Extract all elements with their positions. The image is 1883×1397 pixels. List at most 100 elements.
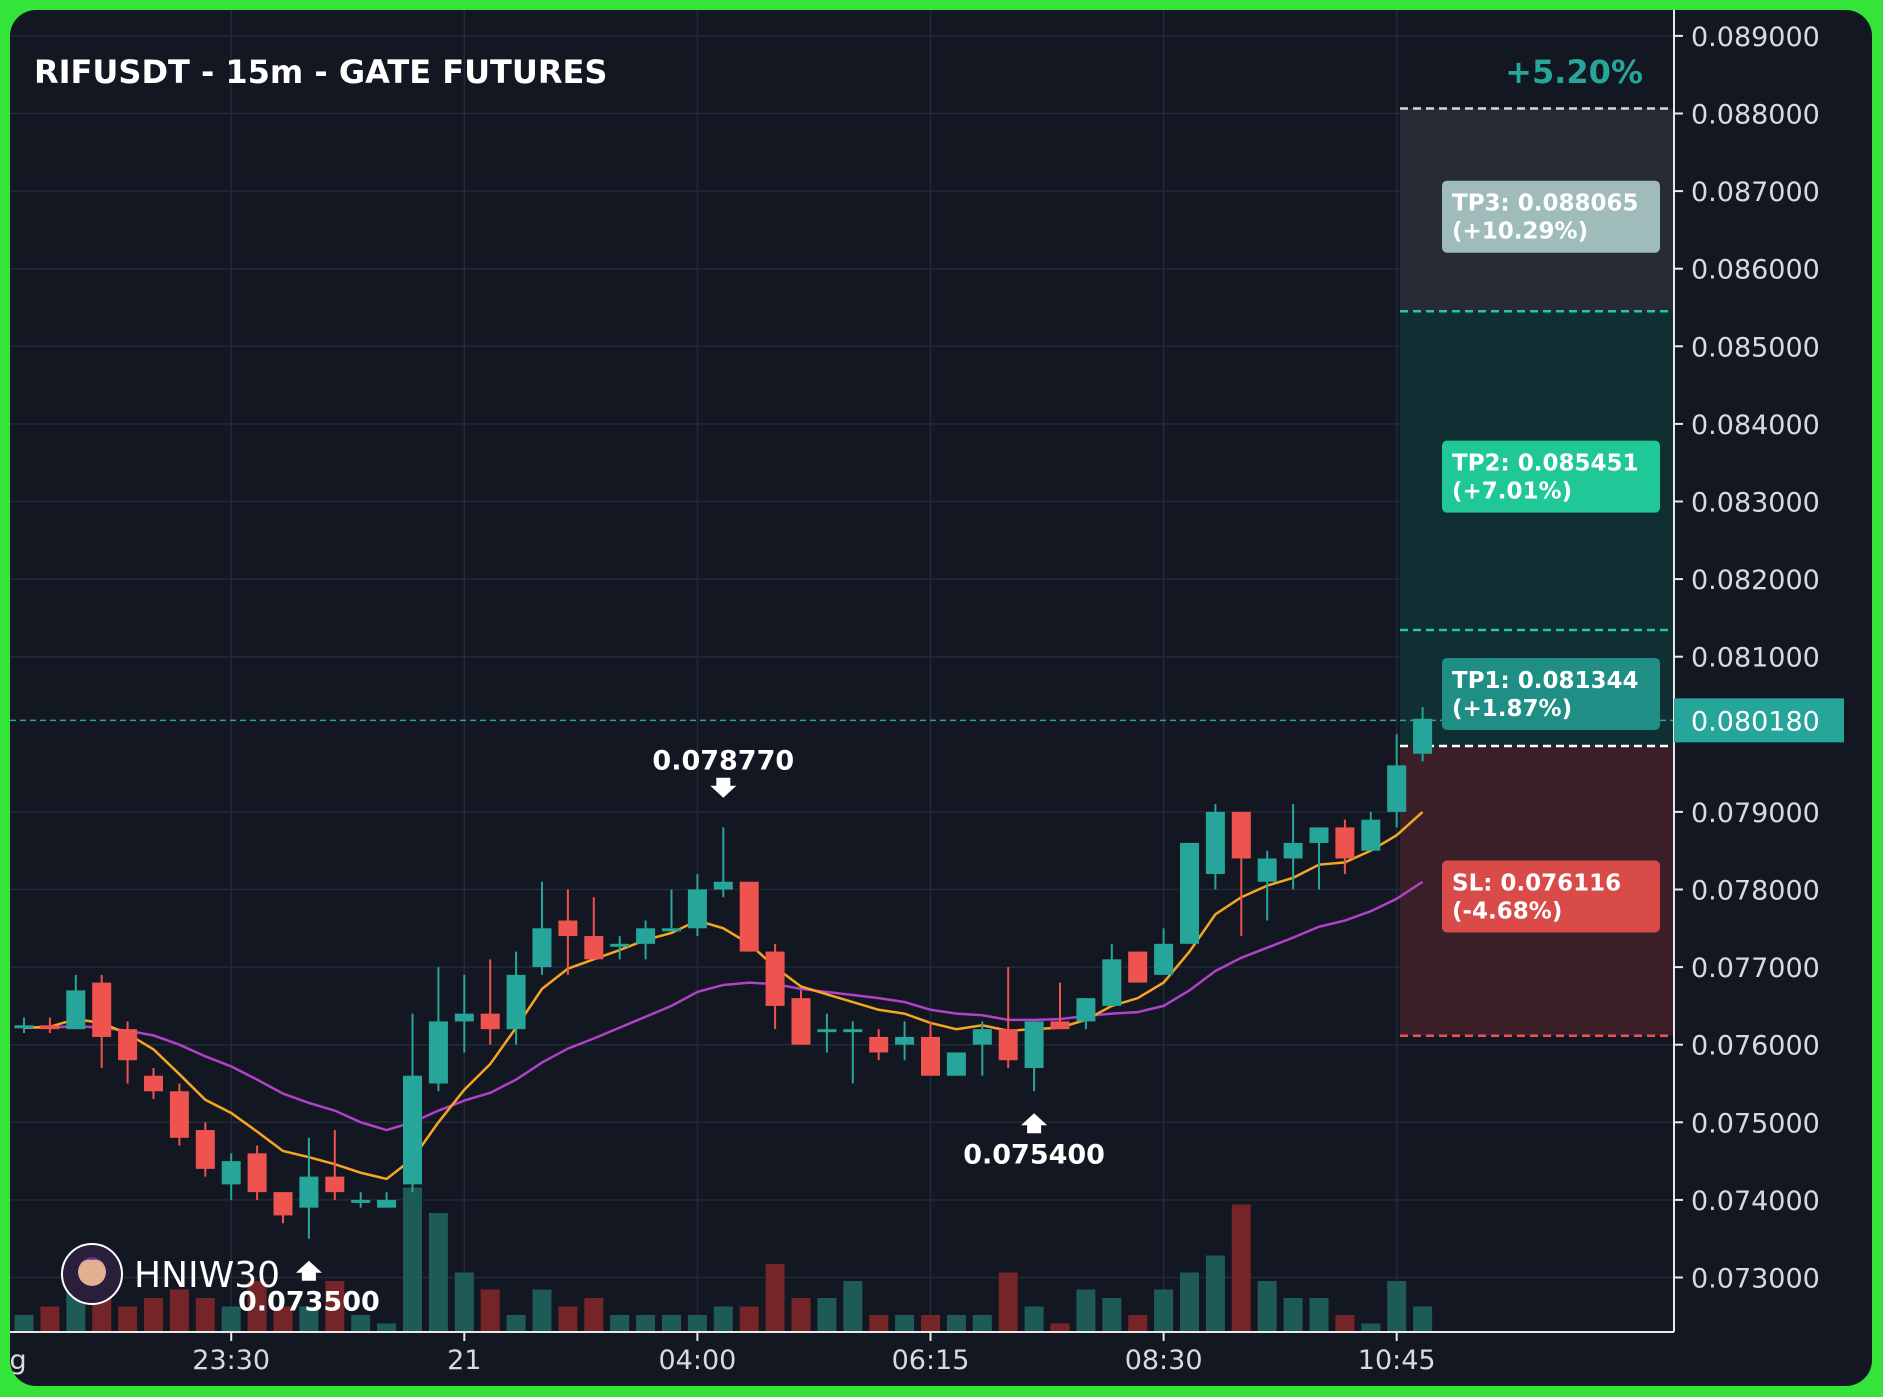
candle-body[interactable] bbox=[1050, 1021, 1070, 1030]
volume-bar bbox=[169, 1289, 189, 1332]
candle-body[interactable] bbox=[144, 1075, 163, 1092]
candle-body[interactable] bbox=[325, 1176, 345, 1193]
volume-bar bbox=[946, 1315, 966, 1332]
candle-body[interactable] bbox=[273, 1192, 293, 1216]
candle-body[interactable] bbox=[946, 1052, 966, 1076]
candle-body[interactable] bbox=[636, 928, 656, 944]
candle-body[interactable] bbox=[869, 1036, 889, 1053]
y-tick-label: 0.089000 bbox=[1691, 22, 1820, 53]
candle-body[interactable] bbox=[584, 936, 604, 960]
tp3-box bbox=[1442, 180, 1660, 253]
tp1-pct: (+1.87%) bbox=[1452, 696, 1572, 722]
high-label: 0.078770 bbox=[652, 746, 794, 777]
volume-bar bbox=[1283, 1298, 1303, 1332]
candle-body[interactable] bbox=[713, 881, 733, 890]
candle-body[interactable] bbox=[351, 1199, 371, 1203]
candle-body[interactable] bbox=[532, 928, 552, 968]
y-tick-label: 0.073000 bbox=[1691, 1264, 1820, 1295]
y-tick-label: 0.074000 bbox=[1691, 1186, 1820, 1217]
volume-bar bbox=[662, 1315, 681, 1332]
candle-body[interactable] bbox=[1335, 827, 1355, 859]
candle-body[interactable] bbox=[14, 1025, 34, 1029]
avatar-hair bbox=[76, 1257, 108, 1268]
candle-body[interactable] bbox=[1205, 811, 1225, 874]
y-tick-label: 0.084000 bbox=[1691, 410, 1820, 441]
volume-bar bbox=[532, 1289, 552, 1332]
candle-body[interactable] bbox=[998, 1029, 1018, 1061]
candle-body[interactable] bbox=[662, 928, 681, 932]
tp2-pct: (+7.01%) bbox=[1452, 479, 1572, 505]
tp2-box bbox=[1442, 440, 1660, 513]
volume-bar bbox=[377, 1323, 397, 1332]
volume-bar bbox=[1309, 1298, 1329, 1332]
candle-body[interactable] bbox=[403, 1075, 422, 1185]
candle-body[interactable] bbox=[118, 1029, 138, 1061]
candle-body[interactable] bbox=[1413, 718, 1433, 754]
candle-body[interactable] bbox=[1361, 819, 1381, 851]
y-tick-label: 0.075000 bbox=[1691, 1108, 1820, 1139]
candle-body[interactable] bbox=[1076, 998, 1096, 1022]
x-tick-label: 21 bbox=[447, 1345, 481, 1376]
candlesticks[interactable] bbox=[14, 707, 1433, 1239]
price-chart[interactable]: 0.078770 0.075400 0.073500 0.089000 0.08800… bbox=[10, 10, 1872, 1386]
candle-body[interactable] bbox=[687, 889, 707, 929]
arrow-down-icon bbox=[710, 777, 737, 798]
candle-body[interactable] bbox=[377, 1199, 397, 1208]
candle-body[interactable] bbox=[428, 1021, 448, 1084]
candle-body[interactable] bbox=[247, 1153, 267, 1193]
volume-bar bbox=[325, 1281, 345, 1332]
candle-body[interactable] bbox=[610, 943, 630, 947]
x-tick-label: 04:00 bbox=[658, 1345, 736, 1376]
volume-bar bbox=[273, 1306, 293, 1332]
candle-body[interactable] bbox=[1024, 1021, 1044, 1068]
volume-bar bbox=[351, 1315, 371, 1332]
candle-body[interactable] bbox=[895, 1036, 915, 1045]
candle-body[interactable] bbox=[843, 1029, 863, 1033]
candle-body[interactable] bbox=[195, 1130, 215, 1169]
candle-body[interactable] bbox=[1309, 827, 1329, 843]
candle-body[interactable] bbox=[1283, 842, 1303, 859]
chart-title: RIFUSDT - 15m - GATE FUTURES bbox=[34, 53, 607, 91]
volume-bar bbox=[1024, 1306, 1044, 1332]
candle-body[interactable] bbox=[1128, 951, 1148, 983]
candle-body[interactable] bbox=[558, 920, 578, 937]
candle-body[interactable] bbox=[1180, 842, 1199, 944]
candle-body[interactable] bbox=[40, 1025, 60, 1030]
volume-bars bbox=[14, 1187, 1433, 1332]
candle-body[interactable] bbox=[92, 982, 112, 1037]
x-tick-label: 23:30 bbox=[192, 1345, 270, 1376]
candle-body[interactable] bbox=[66, 990, 86, 1030]
candle-body[interactable] bbox=[299, 1176, 319, 1208]
tp3-label: TP3: 0.088065 bbox=[1452, 191, 1639, 217]
candle-body[interactable] bbox=[169, 1091, 189, 1138]
candle-body[interactable] bbox=[1231, 811, 1251, 859]
volume-bar bbox=[428, 1213, 448, 1332]
candle-body[interactable] bbox=[817, 1029, 837, 1033]
grid-lines bbox=[10, 10, 1674, 1332]
candle-body[interactable] bbox=[454, 1013, 474, 1022]
volume-bar bbox=[817, 1298, 837, 1332]
candle-body[interactable] bbox=[972, 1029, 992, 1045]
tp3-pct: (+10.29%) bbox=[1452, 219, 1588, 245]
candle-body[interactable] bbox=[1257, 858, 1277, 882]
volume-bar bbox=[1102, 1298, 1122, 1332]
ema-fast-line bbox=[23, 810, 1424, 1181]
candle-body[interactable] bbox=[765, 951, 785, 1006]
candle-body[interactable] bbox=[1154, 943, 1174, 975]
candle-body[interactable] bbox=[1102, 959, 1122, 1006]
volume-bar bbox=[998, 1272, 1018, 1332]
candle-body[interactable] bbox=[739, 881, 759, 952]
volume-bar bbox=[791, 1298, 811, 1332]
volume-bar bbox=[1128, 1315, 1148, 1332]
moving-averages bbox=[23, 810, 1424, 1181]
y-tick-label: 0.079000 bbox=[1691, 798, 1820, 829]
candle-body[interactable] bbox=[1387, 765, 1407, 812]
candle-body[interactable] bbox=[480, 1013, 500, 1030]
candle-body[interactable] bbox=[221, 1161, 241, 1185]
candle-body[interactable] bbox=[506, 974, 526, 1030]
y-tick-label: 0.082000 bbox=[1691, 565, 1820, 596]
candle-body[interactable] bbox=[791, 998, 811, 1045]
change-percent: +5.20% bbox=[1505, 53, 1643, 91]
volume-bar bbox=[92, 1298, 112, 1332]
candle-body[interactable] bbox=[921, 1036, 940, 1076]
